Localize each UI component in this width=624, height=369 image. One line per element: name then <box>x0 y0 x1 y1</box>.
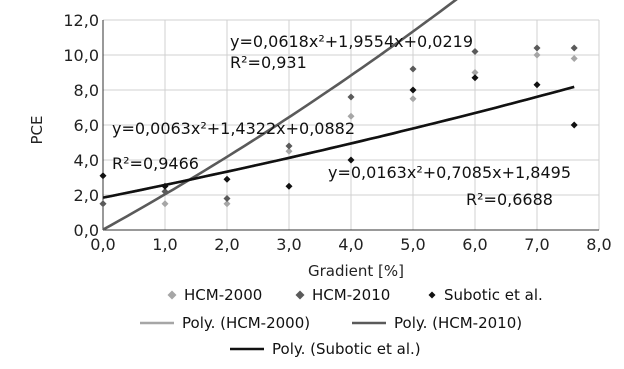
equation-annotations: y=0,0618x²+1,9554x+0,0219 R²=0,931 y=0,0… <box>112 32 571 209</box>
r-squared-subotic: R²=0,6688 <box>466 190 553 209</box>
point-series-1 <box>161 188 169 195</box>
trendline-2 <box>102 85 575 199</box>
y-tick-label: 0,0 <box>74 221 99 240</box>
legend-marker-0 <box>167 290 177 300</box>
point-series-0 <box>285 147 293 155</box>
legend-label-1: HCM-2010 <box>312 286 390 304</box>
r-squared-hcm-2010: R²=0,931 <box>230 53 307 72</box>
point-series-1 <box>285 142 293 150</box>
point-series-0 <box>409 95 417 103</box>
legend-label-3: Poly. (HCM-2000) <box>182 314 310 332</box>
x-tick-label: 8,0 <box>586 235 611 254</box>
y-tick-label: 4,0 <box>74 151 99 170</box>
point-series-1 <box>347 93 355 101</box>
y-tick-label: 6,0 <box>74 116 99 135</box>
equation-hcm-2000: y=0,0063x²+1,4322x+0,0882 <box>112 119 355 138</box>
x-axis-title: Gradient [%] <box>308 262 404 280</box>
x-tick-label: 1,0 <box>152 235 177 254</box>
x-tick-label: 2,0 <box>214 235 239 254</box>
point-series-2 <box>161 182 169 190</box>
trendlines <box>102 0 575 231</box>
legend-label-0: HCM-2000 <box>184 286 262 304</box>
tick-labels: 0,0 2,0 4,0 6,0 8,0 10,0 12,0 0,0 1,0 2,0 3,0 4,0 5,… <box>63 11 611 254</box>
legend: HCM-2000 HCM-2010 Subotic et al. Poly. (HCM… <box>140 286 543 358</box>
x-tick-label: 6,0 <box>462 235 487 254</box>
legend-marker-1 <box>295 290 305 300</box>
y-tick-label: 2,0 <box>74 186 99 205</box>
point-series-1 <box>570 44 578 52</box>
point-series-1 <box>99 200 107 208</box>
equation-subotic: y=0,0163x²+0,7085x+1,8495 <box>328 163 571 182</box>
point-series-0 <box>347 112 355 120</box>
point-series-2 <box>223 175 231 183</box>
point-series-1 <box>223 195 231 202</box>
point-series-2 <box>570 121 578 129</box>
legend-label-2: Subotic et al. <box>444 286 543 304</box>
point-series-0 <box>570 55 578 62</box>
x-tick-label: 5,0 <box>400 235 425 254</box>
legend-label-4: Poly. (HCM-2010) <box>394 314 522 332</box>
point-series-1 <box>409 65 417 73</box>
y-tick-label: 8,0 <box>74 81 99 100</box>
point-series-2 <box>409 86 417 94</box>
point-series-0 <box>471 69 479 76</box>
x-tick-label: 0,0 <box>90 235 115 254</box>
point-series-1 <box>533 44 541 52</box>
point-series-1 <box>471 48 479 55</box>
point-series-2 <box>285 182 293 190</box>
x-tick-label: 3,0 <box>276 235 301 254</box>
y-axis-title: PCE <box>28 116 46 145</box>
y-tick-label: 12,0 <box>63 11 99 30</box>
data-points <box>99 44 578 208</box>
trendline-1 <box>102 0 458 231</box>
point-series-0 <box>223 200 231 208</box>
point-series-2 <box>533 81 541 89</box>
point-series-0 <box>161 200 169 208</box>
point-series-2 <box>471 74 479 82</box>
axes <box>102 20 599 231</box>
legend-label-5: Poly. (Subotic et al.) <box>272 340 421 358</box>
x-tick-label: 7,0 <box>524 235 549 254</box>
equation-hcm-2010: y=0,0618x²+1,9554x+0,0219 <box>230 32 473 51</box>
legend-marker-2 <box>428 291 436 299</box>
r-squared-hcm-2000: R²=0,9466 <box>112 154 199 173</box>
point-series-2 <box>347 156 355 164</box>
x-tick-label: 4,0 <box>338 235 363 254</box>
y-tick-label: 10,0 <box>63 46 99 65</box>
point-series-2 <box>99 172 107 180</box>
grid <box>102 19 600 231</box>
point-series-0 <box>533 51 541 59</box>
